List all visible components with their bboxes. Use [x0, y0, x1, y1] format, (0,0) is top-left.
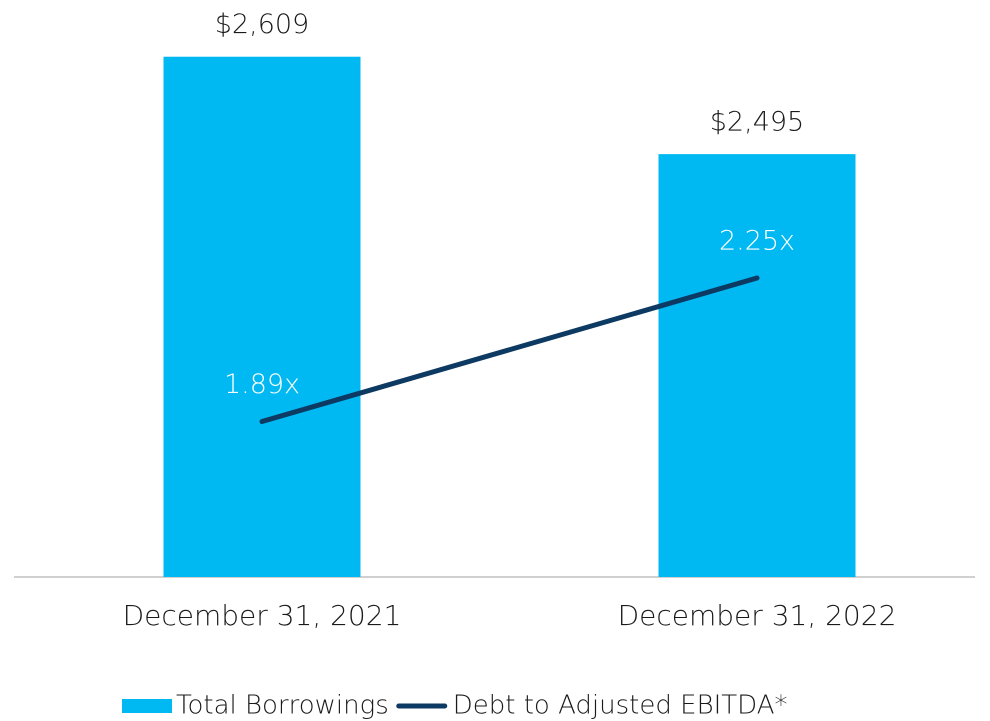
- value-label: $2,609: [215, 9, 309, 40]
- legend-label: Total Borrowings: [176, 691, 389, 721]
- value-label: 1.89x: [224, 369, 300, 400]
- value-label: 2.25x: [719, 226, 795, 257]
- legend-swatch: [122, 699, 172, 713]
- x-tick-label: December 31, 2021: [123, 599, 402, 632]
- bar: [163, 56, 361, 578]
- value-label: $2,495: [710, 107, 804, 138]
- line: [259, 275, 760, 425]
- x-tick-label: December 31, 2022: [618, 599, 897, 632]
- bar: [658, 154, 856, 577]
- legend-label: Debt to Adjusted EBITDA*: [453, 691, 788, 721]
